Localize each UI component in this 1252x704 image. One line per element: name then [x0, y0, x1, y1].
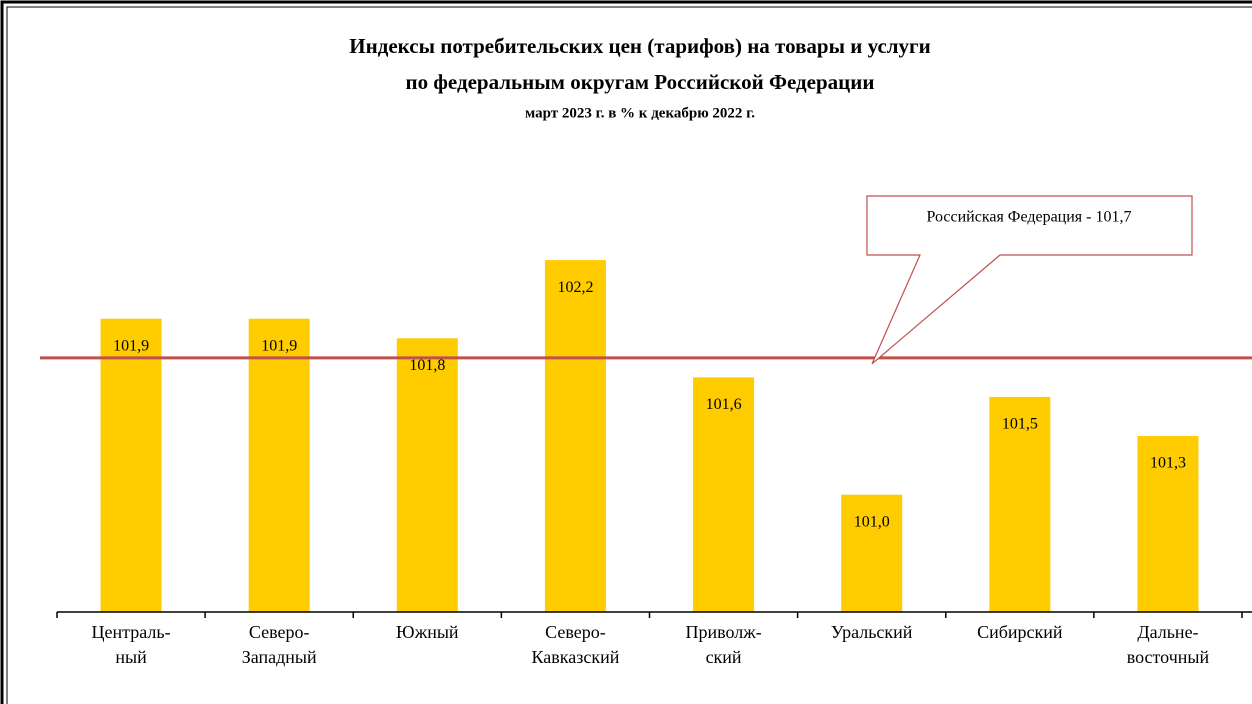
- value-label: 101,0: [854, 513, 890, 530]
- value-label: 101,6: [706, 396, 742, 413]
- x-tick-label: Северо-: [545, 622, 606, 642]
- value-label: 101,3: [1150, 455, 1186, 472]
- bar: [693, 377, 755, 612]
- bar: [544, 260, 606, 612]
- bar: [989, 396, 1051, 612]
- x-tick-label: ский: [706, 647, 742, 667]
- value-label: 101,8: [409, 357, 445, 374]
- callout: [866, 195, 1193, 365]
- x-tick-label: Централь-: [92, 622, 171, 642]
- x-tick-label: Северо-: [249, 622, 310, 642]
- x-tick-label: ный: [115, 647, 147, 667]
- chart-title: Индексы потребительских цен (тарифов) на…: [349, 34, 930, 58]
- value-label: 101,5: [1002, 416, 1038, 433]
- annotation: Российская Федерация - 101,7: [926, 209, 1131, 226]
- bar: [100, 318, 162, 612]
- x-tick-label: Западный: [242, 647, 317, 667]
- bar: [841, 494, 903, 612]
- x-tick-label: восточный: [1127, 647, 1210, 667]
- value-label: 101,9: [261, 337, 297, 354]
- bar: [1137, 436, 1199, 612]
- x-tick-label: Кавказский: [532, 647, 620, 667]
- x-tick-label: Сибирский: [977, 622, 1063, 642]
- chart-title: по федеральным округам Российской Федера…: [406, 70, 875, 94]
- bar: [248, 318, 310, 612]
- x-tick-label: Южный: [396, 622, 459, 642]
- bar: [396, 338, 458, 612]
- x-tick-label: Дальне-: [1137, 622, 1198, 642]
- value-label: 101,9: [113, 337, 149, 354]
- frame-inner: [6, 6, 1252, 704]
- x-tick-label: Приволж-: [685, 622, 761, 642]
- x-tick-label: Уральский: [831, 622, 913, 642]
- value-label: 102,2: [557, 279, 593, 296]
- chart-subtitle: март 2023 г. в % к декабрю 2022 г.: [525, 105, 755, 121]
